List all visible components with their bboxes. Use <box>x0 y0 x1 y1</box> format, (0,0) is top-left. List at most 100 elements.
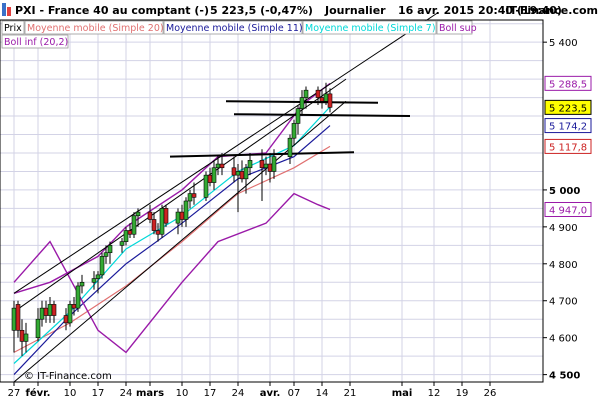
y-tick-label: 4 700 <box>549 297 578 308</box>
watermark: © IT-Finance.com <box>24 371 112 382</box>
header-datetime: 16 avr. 2015 20:40 (19:40) <box>398 4 562 17</box>
x-tick-label: 12 <box>428 388 441 399</box>
candle-body <box>303 89 309 98</box>
candle-body <box>319 97 325 102</box>
series-line-bollinger <box>13 82 331 294</box>
candle-body <box>263 163 269 169</box>
candle-body <box>163 208 169 224</box>
y-axis: 5 400 5 000 4 900 4 800 4 700 4 600 4 500 <box>543 38 580 382</box>
chart-header: PXI - France 40 au comptant (-) 5 223,5 … <box>0 0 600 20</box>
candle-body <box>243 167 249 180</box>
candle-body <box>323 93 329 102</box>
legend-label: Prix <box>4 23 22 34</box>
legend-item <box>1 20 25 35</box>
legend-item <box>1 34 69 49</box>
header-logo-icon <box>2 3 11 16</box>
candle-body <box>71 304 77 309</box>
candle-body <box>19 329 25 342</box>
candle-body <box>267 163 273 172</box>
candle-body <box>179 211 185 220</box>
candle-body <box>187 193 193 202</box>
candle-body <box>51 304 57 316</box>
price-tag-box <box>544 75 592 91</box>
candle-body <box>127 230 133 235</box>
series-line-bollinger <box>13 192 331 354</box>
legend-label: Moyenne mobile (Simple 11) <box>166 23 303 34</box>
candle-body <box>43 307 49 316</box>
header-ticker: PXI - France 40 au comptant (-) <box>15 4 209 17</box>
legend: Prix Moyenne mobile (Simple 20) Moyenne mo… <box>1 20 477 49</box>
x-tick-label: 10 <box>176 388 189 399</box>
trend-line <box>13 12 439 294</box>
trend-line <box>13 78 347 313</box>
x-tick-label: 24 <box>232 388 245 399</box>
candlesticks <box>11 82 333 357</box>
candle-body <box>35 318 41 338</box>
candle-body <box>211 167 217 183</box>
plot-frame <box>0 19 544 383</box>
candle-body <box>247 160 253 169</box>
candle-body <box>147 211 153 220</box>
candle-body <box>315 89 321 98</box>
candle-body <box>123 230 129 242</box>
x-tick-label: 21 <box>344 388 357 399</box>
candle-body <box>75 285 81 309</box>
candle-body <box>203 174 209 198</box>
legend-item <box>163 20 303 35</box>
candle-body <box>95 274 101 279</box>
candle-body <box>191 193 197 198</box>
candle-body <box>151 219 157 231</box>
candle-body <box>183 200 189 220</box>
legend-label: Moyenne mobile (Simple 7) <box>305 23 436 34</box>
candle-body <box>131 215 137 235</box>
legend-item <box>24 20 164 35</box>
candle-body <box>287 137 293 157</box>
candle-body <box>215 163 221 169</box>
candle-body <box>135 211 141 217</box>
grid <box>0 20 543 382</box>
price-tag-box <box>544 99 592 115</box>
candle-body <box>295 108 301 124</box>
y-tick-label: 5 000 <box>549 186 580 197</box>
candle-body <box>259 160 265 169</box>
candle-body <box>231 167 237 176</box>
x-tick-label: 14 <box>316 388 329 399</box>
candle-body <box>79 281 85 287</box>
candle-body <box>23 333 29 342</box>
candle-body <box>239 171 245 180</box>
x-tick-label: 19 <box>456 388 469 399</box>
x-tick-label: 26 <box>484 388 497 399</box>
trend-line <box>233 113 411 118</box>
legend-label: Boll sup <box>439 23 477 34</box>
x-tick-label: avr. <box>260 388 281 399</box>
x-tick-label: févr. <box>26 387 51 399</box>
x-axis: 27 févr. 10 17 24 mars 10 17 24 avr. 07 14 21 mai 12 19… <box>8 382 497 399</box>
candle-body <box>119 241 125 246</box>
x-tick-label: 17 <box>92 388 105 399</box>
candle-body <box>159 208 165 235</box>
candle-body <box>11 307 17 331</box>
y-tick-label: 4 500 <box>549 371 580 382</box>
candle-body <box>155 230 161 235</box>
price-tag-label: 5 174,2 <box>549 122 587 133</box>
candle-body <box>207 174 213 183</box>
candle-body <box>219 163 225 169</box>
y-tick-label: 5 400 <box>549 38 578 49</box>
legend-item <box>436 20 473 35</box>
price-tags: 5 288,5 5 223,5 5 174,2 5 117,8 4 947,0 <box>544 75 592 217</box>
header-source: IT-Finance.com <box>505 4 598 17</box>
legend-label: Boll inf (20,2) <box>4 37 68 48</box>
price-tag-label: 4 947,0 <box>549 205 587 216</box>
x-tick-label: 24 <box>120 388 133 399</box>
price-tag-box <box>544 118 592 134</box>
header-period: Journalier <box>324 4 386 17</box>
x-tick-label: 07 <box>288 388 301 399</box>
x-tick-label: mai <box>392 388 413 399</box>
candle-body <box>47 304 53 316</box>
candle-body <box>291 123 297 139</box>
x-tick-label: 10 <box>64 388 77 399</box>
candle-body <box>235 171 241 176</box>
candle-body <box>39 307 45 320</box>
